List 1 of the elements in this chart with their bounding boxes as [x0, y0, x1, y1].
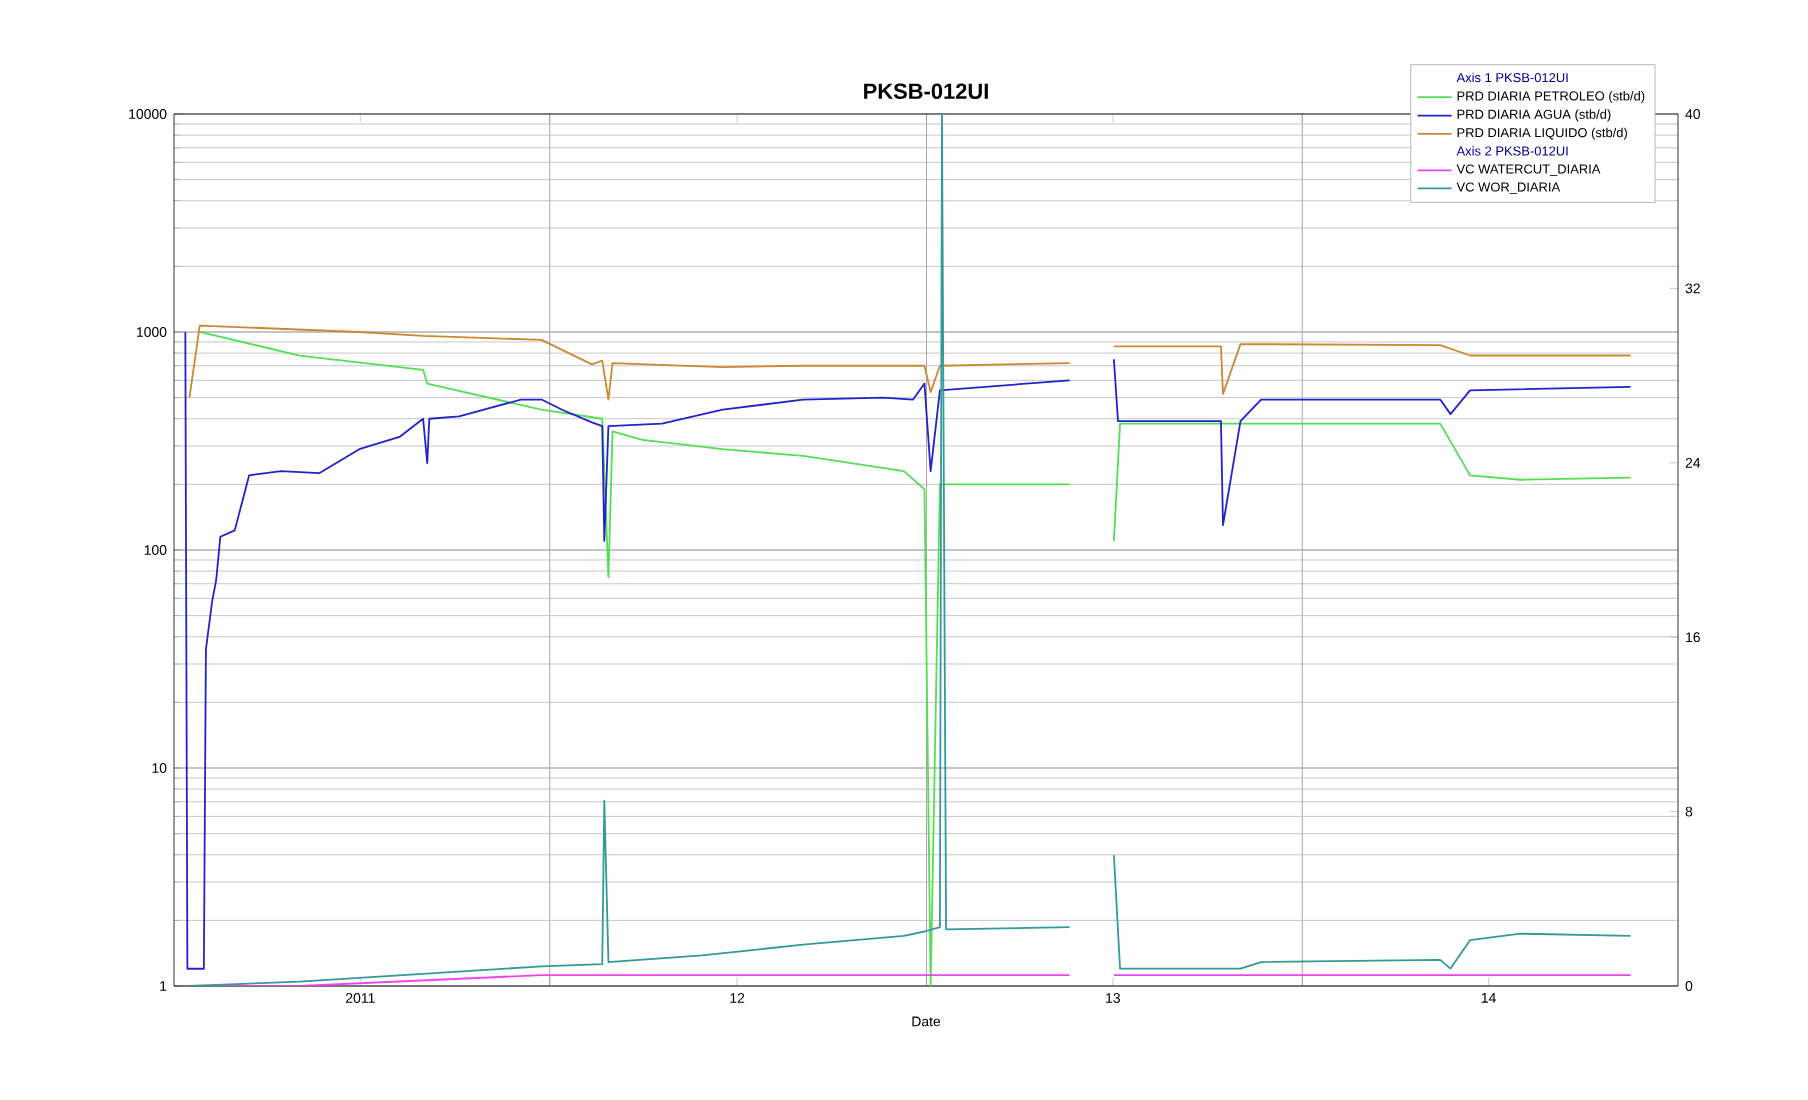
- chart-title: PKSB-012UI: [864, 83, 988, 99]
